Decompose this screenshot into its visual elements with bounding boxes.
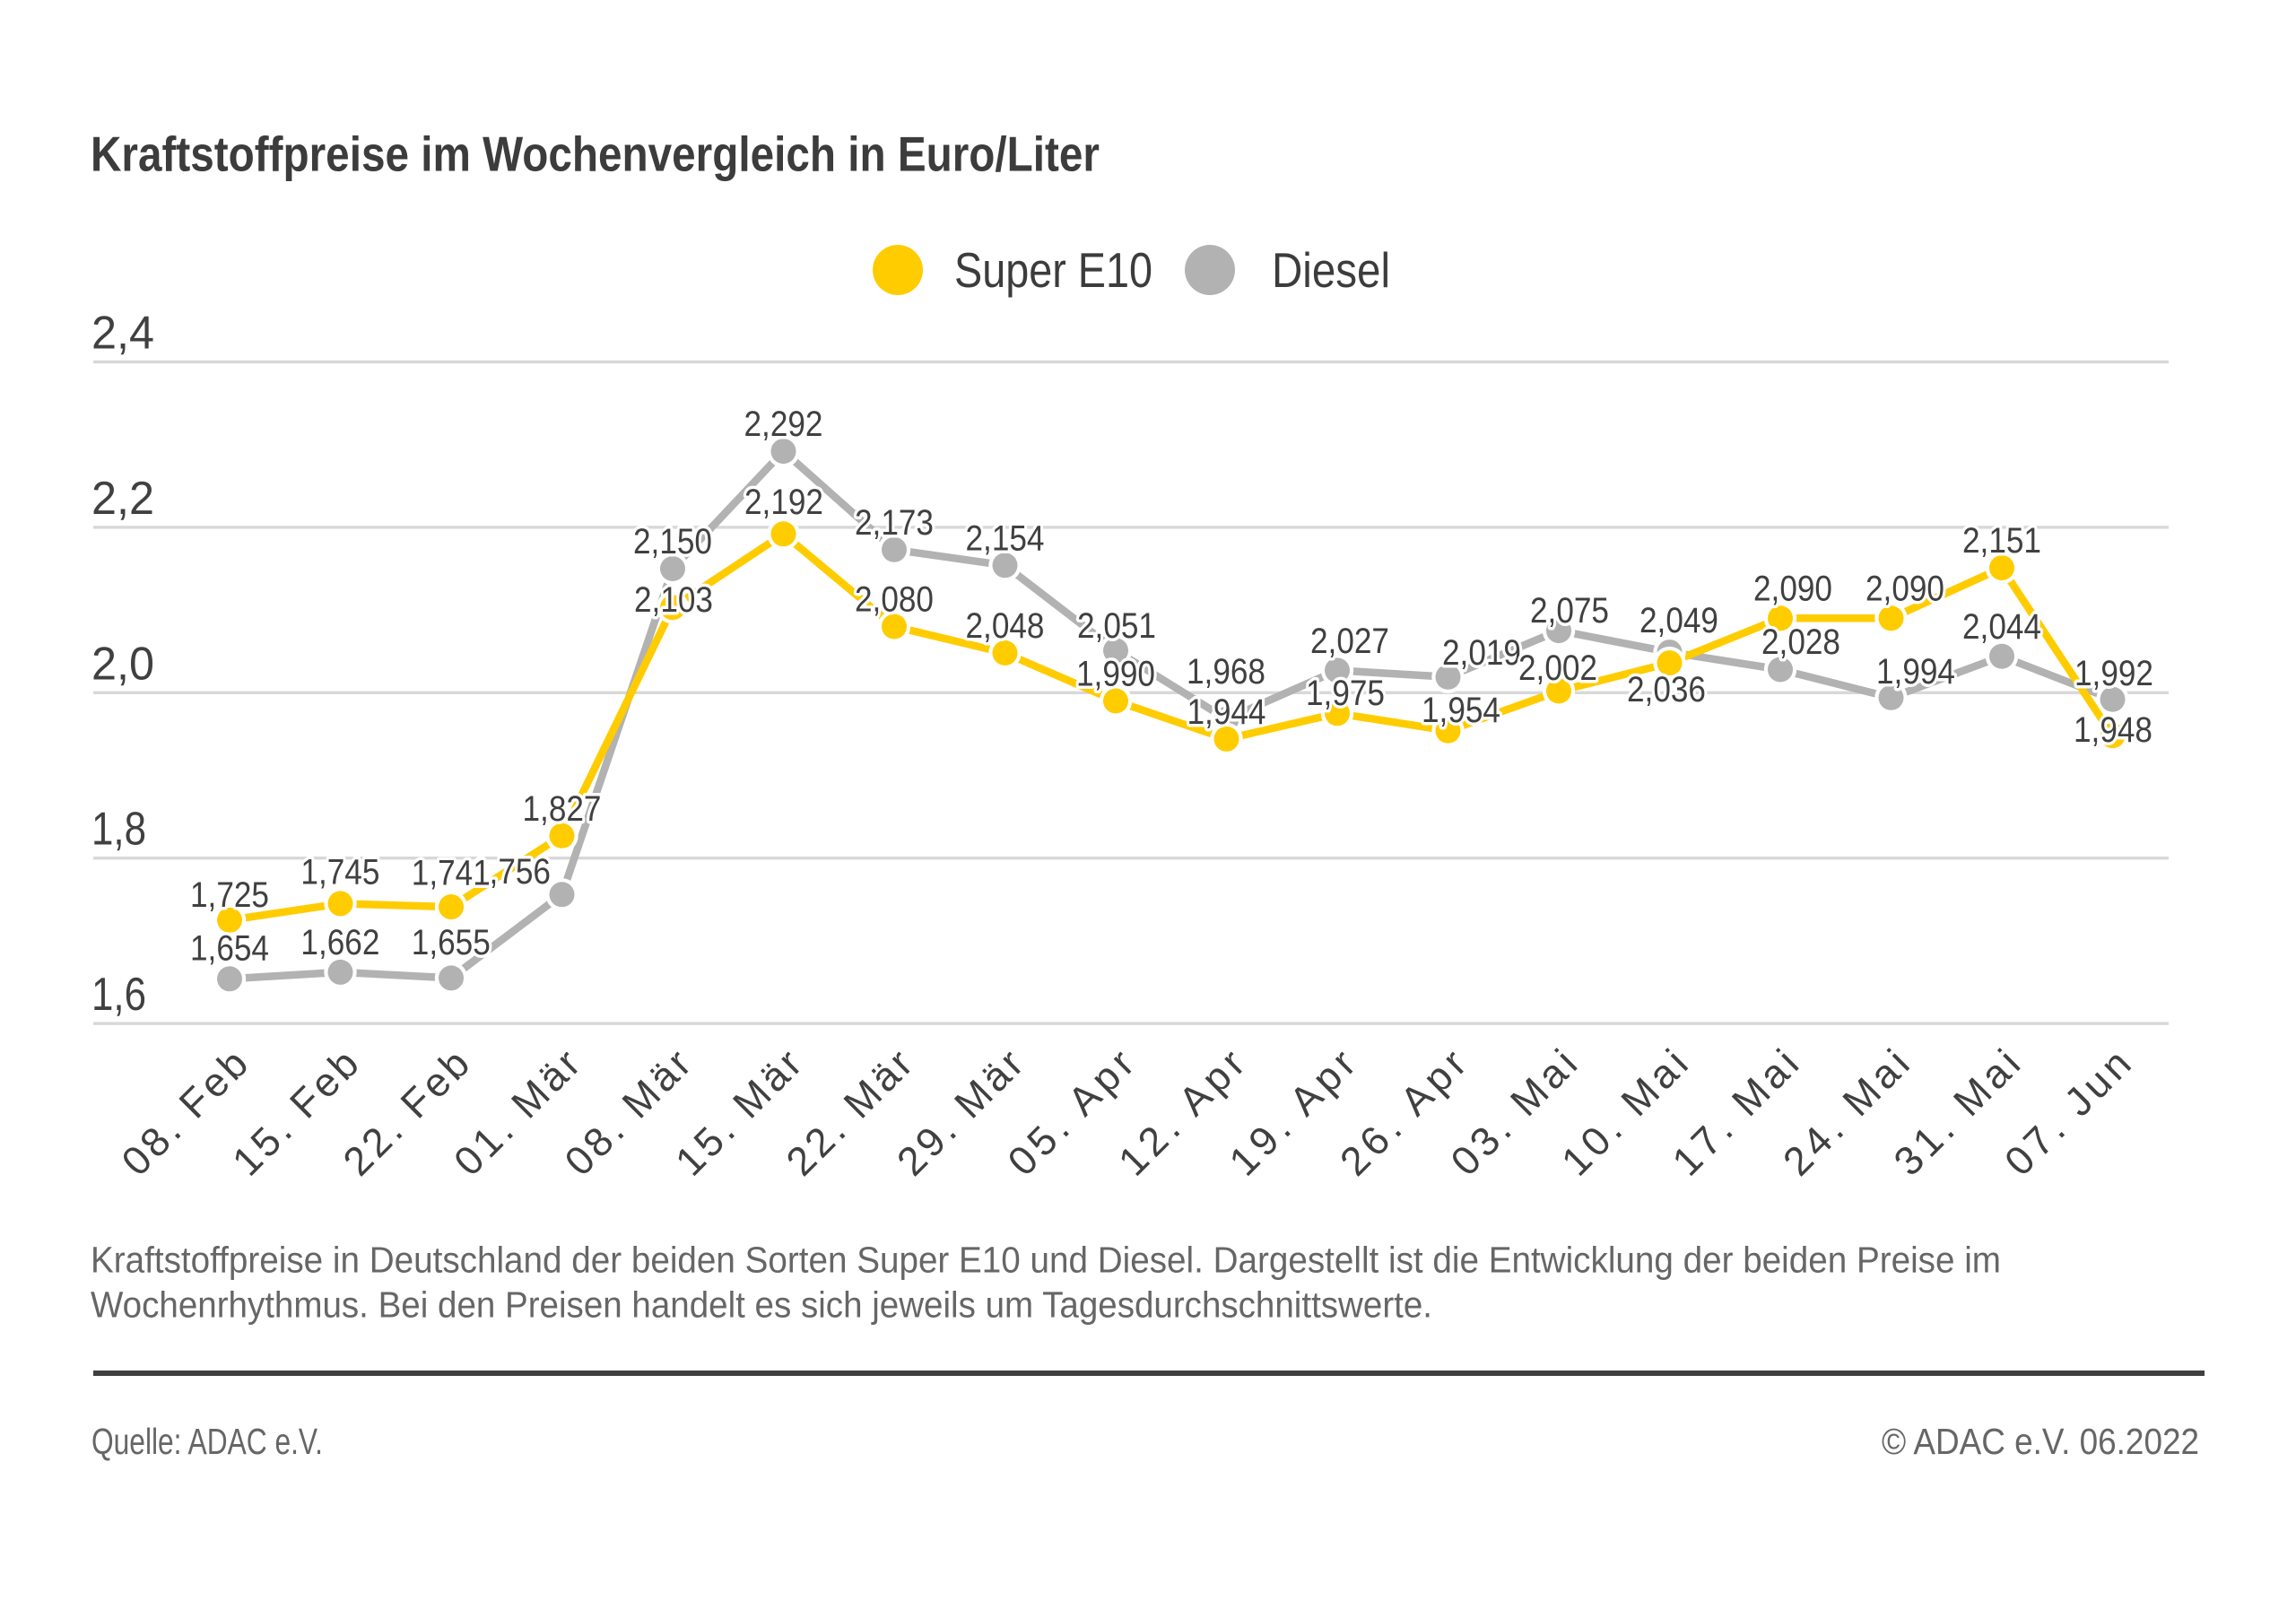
- svg-text:1,944: 1,944: [1187, 692, 1266, 732]
- svg-text:1,948: 1,948: [2074, 710, 2152, 750]
- svg-text:Wochenrhythmus. Bei den Preise: Wochenrhythmus. Bei den Preisen handelt …: [91, 1284, 1432, 1326]
- svg-text:2,154: 2,154: [966, 518, 1045, 558]
- svg-text:2,080: 2,080: [855, 580, 934, 620]
- svg-text:1,756: 1,756: [472, 852, 551, 892]
- svg-text:2,028: 2,028: [1761, 622, 1840, 662]
- svg-text:2,044: 2,044: [1962, 607, 2041, 647]
- svg-text:2,019: 2,019: [1442, 633, 1521, 673]
- svg-text:2,150: 2,150: [633, 522, 712, 561]
- svg-text:2,002: 2,002: [1518, 648, 1597, 688]
- svg-text:1,654: 1,654: [190, 929, 269, 969]
- svg-text:2,2: 2,2: [91, 473, 154, 525]
- svg-text:2,090: 2,090: [1753, 570, 1832, 609]
- svg-text:1,8: 1,8: [91, 804, 146, 856]
- svg-text:1,994: 1,994: [1876, 652, 1955, 692]
- svg-text:1,954: 1,954: [1422, 691, 1500, 730]
- svg-text:Kraftstoffpreise im Wochenverg: Kraftstoffpreise im Wochenvergleich in E…: [91, 126, 1100, 182]
- svg-text:2,103: 2,103: [634, 580, 713, 620]
- svg-text:1,992: 1,992: [2074, 654, 2153, 693]
- svg-text:2,4: 2,4: [91, 308, 154, 360]
- svg-text:2,0: 2,0: [91, 638, 154, 690]
- svg-text:1,975: 1,975: [1306, 674, 1385, 713]
- svg-text:2,049: 2,049: [1639, 601, 1718, 640]
- svg-text:1,725: 1,725: [190, 875, 269, 915]
- svg-text:1,745: 1,745: [300, 853, 379, 892]
- svg-text:1,655: 1,655: [412, 923, 491, 962]
- svg-text:2,051: 2,051: [1077, 606, 1156, 646]
- svg-text:1,741: 1,741: [412, 854, 491, 893]
- svg-text:© ADAC e.V. 06.2022: © ADAC e.V. 06.2022: [1882, 1421, 2199, 1462]
- svg-text:1,662: 1,662: [300, 923, 379, 962]
- svg-text:Quelle: ADAC e.V.: Quelle: ADAC e.V.: [91, 1421, 323, 1462]
- svg-text:1,6: 1,6: [91, 969, 146, 1021]
- svg-text:1,827: 1,827: [523, 789, 602, 829]
- svg-text:1,990: 1,990: [1076, 655, 1155, 694]
- svg-text:2,192: 2,192: [744, 483, 823, 522]
- svg-text:2,075: 2,075: [1530, 591, 1609, 631]
- svg-text:1,968: 1,968: [1187, 652, 1265, 692]
- svg-text:2,090: 2,090: [1866, 570, 1944, 609]
- svg-text:Diesel: Diesel: [1272, 242, 1390, 298]
- svg-text:2,027: 2,027: [1310, 622, 1389, 661]
- svg-text:2,048: 2,048: [966, 606, 1045, 646]
- svg-text:2,173: 2,173: [855, 503, 934, 543]
- svg-text:2,036: 2,036: [1627, 670, 1706, 709]
- svg-text:2,151: 2,151: [1962, 521, 2041, 561]
- svg-text:Super E10: Super E10: [954, 242, 1152, 298]
- svg-text:Kraftstoffpreise in Deutschlan: Kraftstoffpreise in Deutschland der beid…: [91, 1240, 2001, 1281]
- svg-text:2,292: 2,292: [744, 405, 823, 444]
